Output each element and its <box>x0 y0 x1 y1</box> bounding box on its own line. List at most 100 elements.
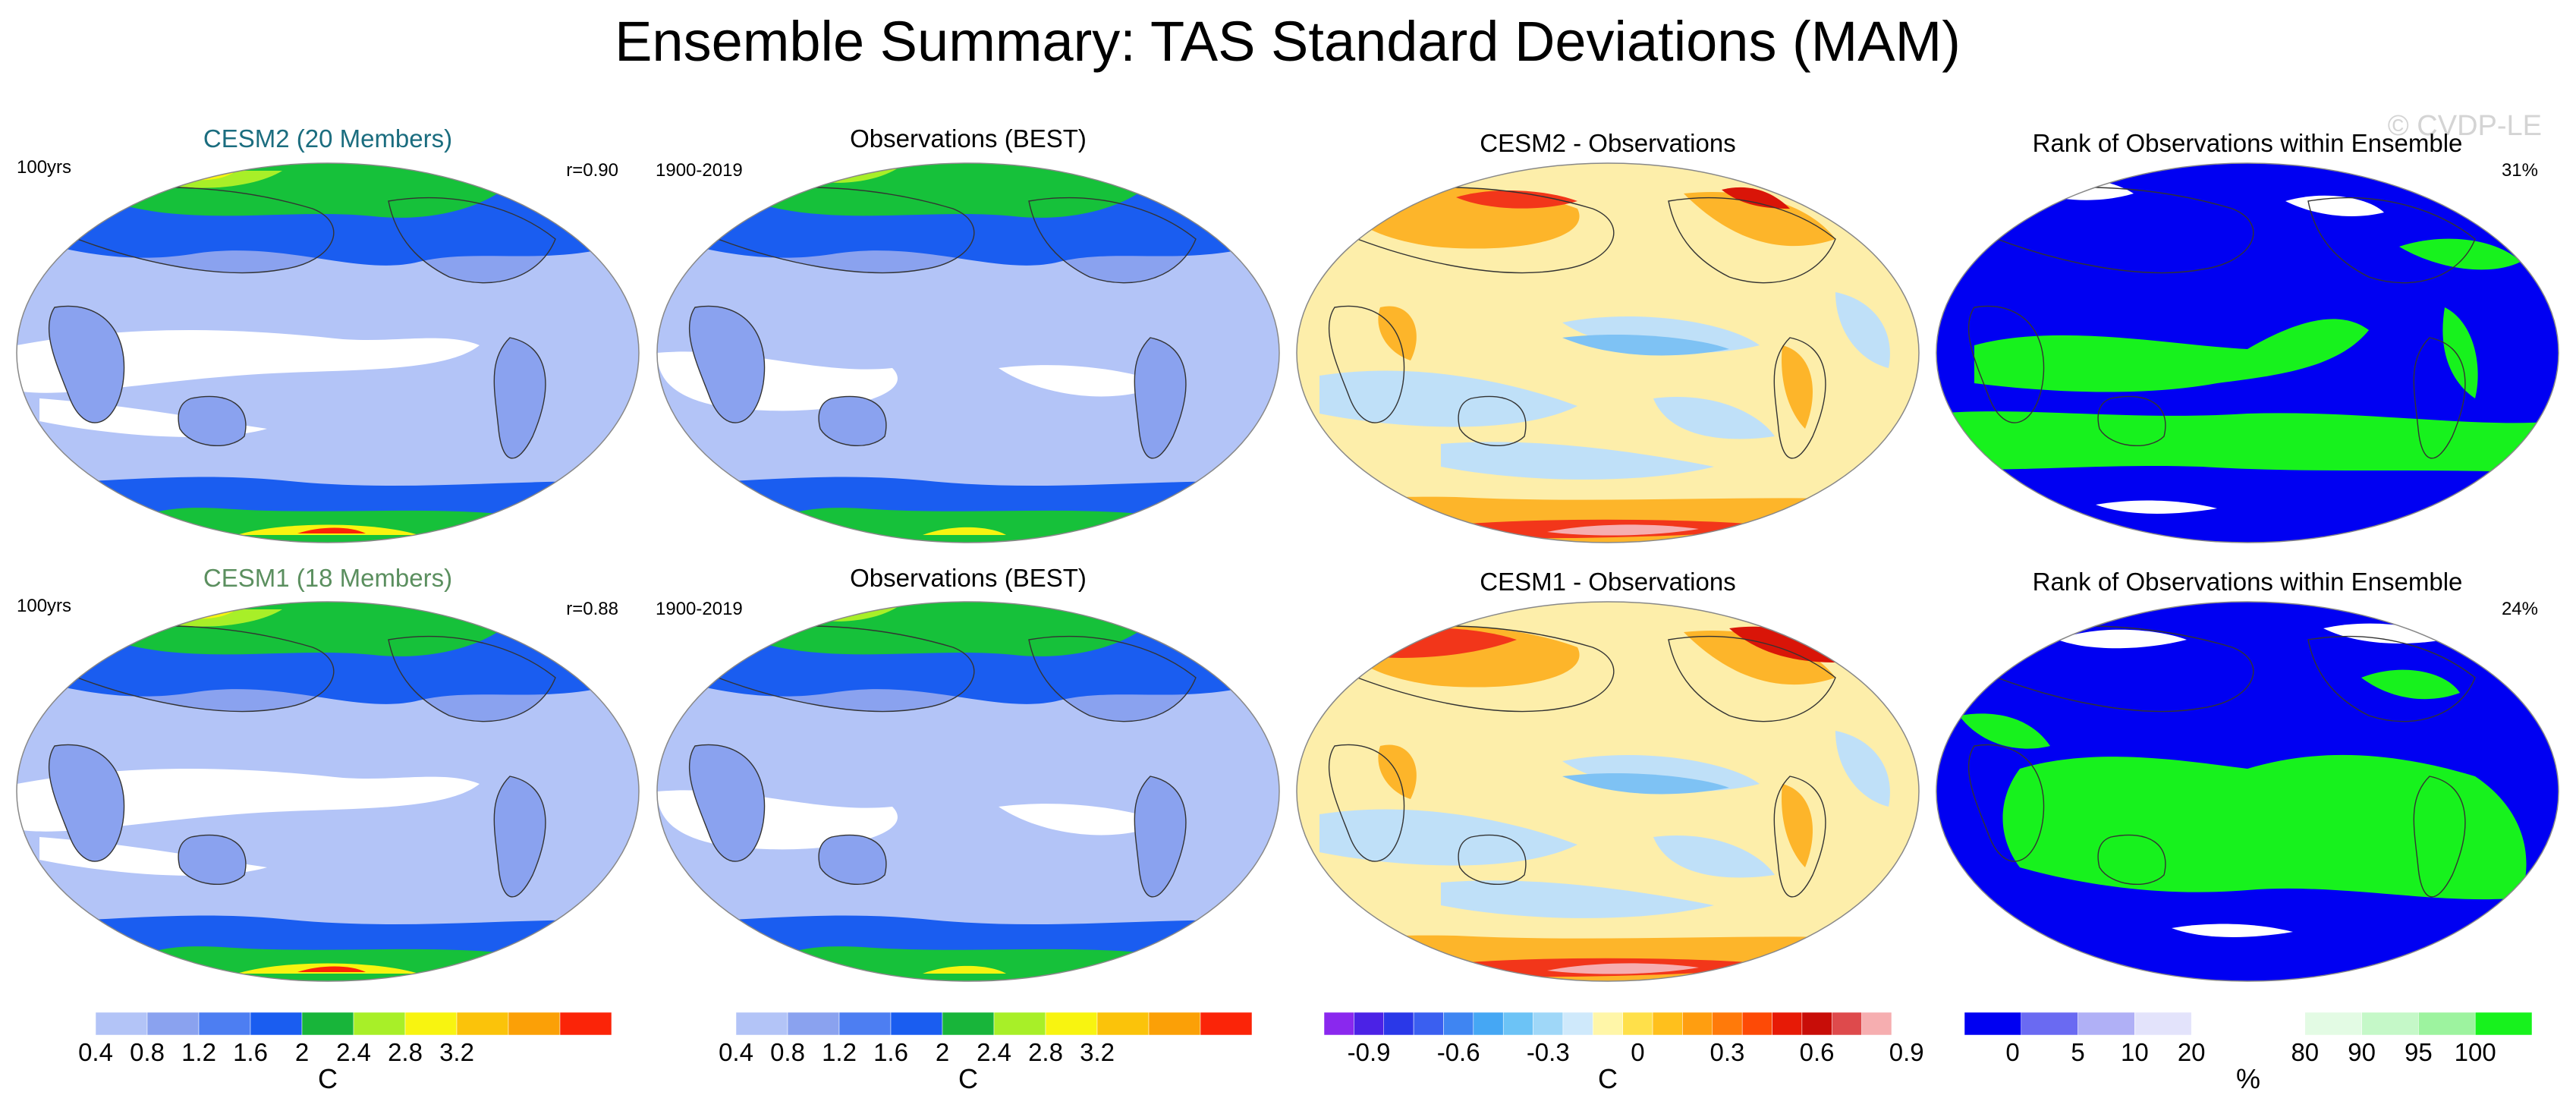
positive-diff-core <box>1729 626 1835 662</box>
colorbar-swatch <box>890 1012 943 1036</box>
colorbar-swatch <box>250 1012 303 1036</box>
colorbar-swatch <box>456 1012 509 1036</box>
colorbar-swatch <box>2134 1012 2192 1036</box>
map-border <box>16 162 640 543</box>
land-region <box>494 338 546 458</box>
colorbar-swatch <box>1712 1012 1743 1036</box>
colorbar-swatch <box>2077 1012 2135 1036</box>
coastline <box>388 197 556 284</box>
coastline <box>688 744 766 862</box>
colorbar-swatch <box>2191 1012 2249 1036</box>
positive-diff-core <box>1456 190 1577 209</box>
southern-diff-peak <box>1547 963 1699 974</box>
colorbar-swatch <box>1593 1012 1623 1036</box>
colorbar-swatch <box>198 1012 251 1036</box>
map-panels <box>16 162 2559 982</box>
land-region <box>49 744 124 862</box>
negative-diff-region <box>1441 880 1714 918</box>
coastline <box>2097 834 2166 885</box>
coastline <box>1967 305 2045 423</box>
colorbar-swatch <box>1200 1012 1253 1036</box>
map-panel-r1c1 <box>16 162 640 543</box>
colorbar-tick-label: 1.2 <box>181 1038 216 1066</box>
coastline <box>493 776 546 898</box>
colorbar-tick-label: 0.6 <box>1800 1038 1835 1066</box>
colorbar-swatch <box>95 1012 148 1036</box>
land-region <box>494 776 546 897</box>
low-variance-band <box>17 330 480 393</box>
rank-high-region <box>1936 411 2559 474</box>
panel-left-label-r2c1: 100yrs <box>17 596 71 616</box>
map-border <box>1296 601 1920 982</box>
colorbar-unit: C <box>318 1063 338 1094</box>
coastline <box>1668 197 1836 284</box>
high-variance-south-core <box>756 946 1165 981</box>
colorbar-1: 0.4 0.8 1.2 1.6 2 2.4 2.8 3.2 C <box>43 1012 612 1094</box>
coastline <box>48 744 125 862</box>
row-2-labels: CESM1 (18 Members) 100yrs r=0.88 Observa… <box>17 564 2538 619</box>
negative-diff-region <box>1835 731 1890 807</box>
map-field <box>1936 163 2559 543</box>
land-region <box>819 835 886 885</box>
colorbar-tick-label: 3.2 <box>1080 1038 1115 1066</box>
coastline <box>2097 395 2166 446</box>
colorbar-tick-label: 5 <box>2071 1038 2084 1066</box>
colorbar-swatch <box>1832 1012 1862 1036</box>
colorbar-swatch <box>1801 1012 1832 1036</box>
colorbar-swatch <box>1096 1012 1150 1036</box>
low-variance-band <box>17 769 480 832</box>
colorbar-swatch <box>1533 1012 1564 1036</box>
panel-title-r2c2: Observations (BEST) <box>850 564 1087 592</box>
colorbar-swatch <box>353 1012 406 1036</box>
panel-title-r1c2: Observations (BEST) <box>850 124 1087 153</box>
panel-title-r2c3: CESM1 - Observations <box>1480 568 1735 596</box>
coastline <box>493 337 546 459</box>
coastline <box>1458 395 1527 446</box>
panel-left-label-r2c2: 1900-2019 <box>656 599 743 619</box>
colorbar-tick-label: 10 <box>2121 1038 2149 1066</box>
land-region <box>689 306 765 423</box>
panel-left-label-r1c1: 100yrs <box>17 157 71 178</box>
colorbar-swatch <box>942 1012 995 1036</box>
colorbar-tick-label: 95 <box>2405 1038 2433 1066</box>
map-panel-r1c4 <box>1936 162 2559 543</box>
coastline <box>1967 744 2045 862</box>
map-field <box>657 163 1279 543</box>
rank-high-region <box>2399 238 2521 270</box>
land-region <box>1134 776 1186 897</box>
colorbar-swatch <box>1502 1012 1533 1036</box>
colorbar-tick-label: 0 <box>2005 1038 2019 1066</box>
land-region <box>178 396 246 446</box>
colorbar-tick-label: 0.4 <box>78 1038 113 1066</box>
colorbar-tick-label: 2.4 <box>336 1038 371 1066</box>
colorbar-tick-label: 0 <box>1631 1038 1644 1066</box>
colorbar-swatch <box>1652 1012 1683 1036</box>
negative-diff-core <box>1562 334 1729 356</box>
row-1-labels: CESM2 (20 Members) 100yrs r=0.90 Observa… <box>17 124 2538 181</box>
colorbar-swatch <box>559 1012 612 1036</box>
map-border <box>1296 162 1920 543</box>
panel-title-r2c1: CESM1 (18 Members) <box>203 564 452 592</box>
colorbar-swatch <box>1413 1012 1444 1036</box>
high-variance-south-core <box>756 508 1165 543</box>
positive-diff-core <box>1722 187 1790 209</box>
negative-diff-region <box>1319 370 1577 427</box>
colorbar-swatch <box>2474 1012 2533 1036</box>
map-panel-r2c4 <box>1936 601 2559 982</box>
colorbar-tick-label: 0.8 <box>770 1038 805 1066</box>
high-variance-south-peak <box>297 966 366 972</box>
panel-title-r1c4: Rank of Observations within Ensemble <box>2033 129 2463 157</box>
coastline <box>1028 197 1197 284</box>
coastline <box>1328 744 1405 862</box>
colorbar-swatch <box>1622 1012 1653 1036</box>
positive-diff-region <box>1782 784 1813 867</box>
colorbar-swatch <box>1741 1012 1772 1036</box>
figure-title: Ensemble Summary: TAS Standard Deviation… <box>615 10 1961 73</box>
colorbar-tick-label: 80 <box>2291 1038 2319 1066</box>
colorbar-swatch <box>1354 1012 1384 1036</box>
colorbar-tick-label: -0.3 <box>1527 1038 1570 1066</box>
rank-high-region <box>1974 319 2369 392</box>
positive-diff-region <box>1378 744 1417 799</box>
colorbar-swatch <box>787 1012 840 1036</box>
negative-diff-region <box>1319 809 1577 866</box>
